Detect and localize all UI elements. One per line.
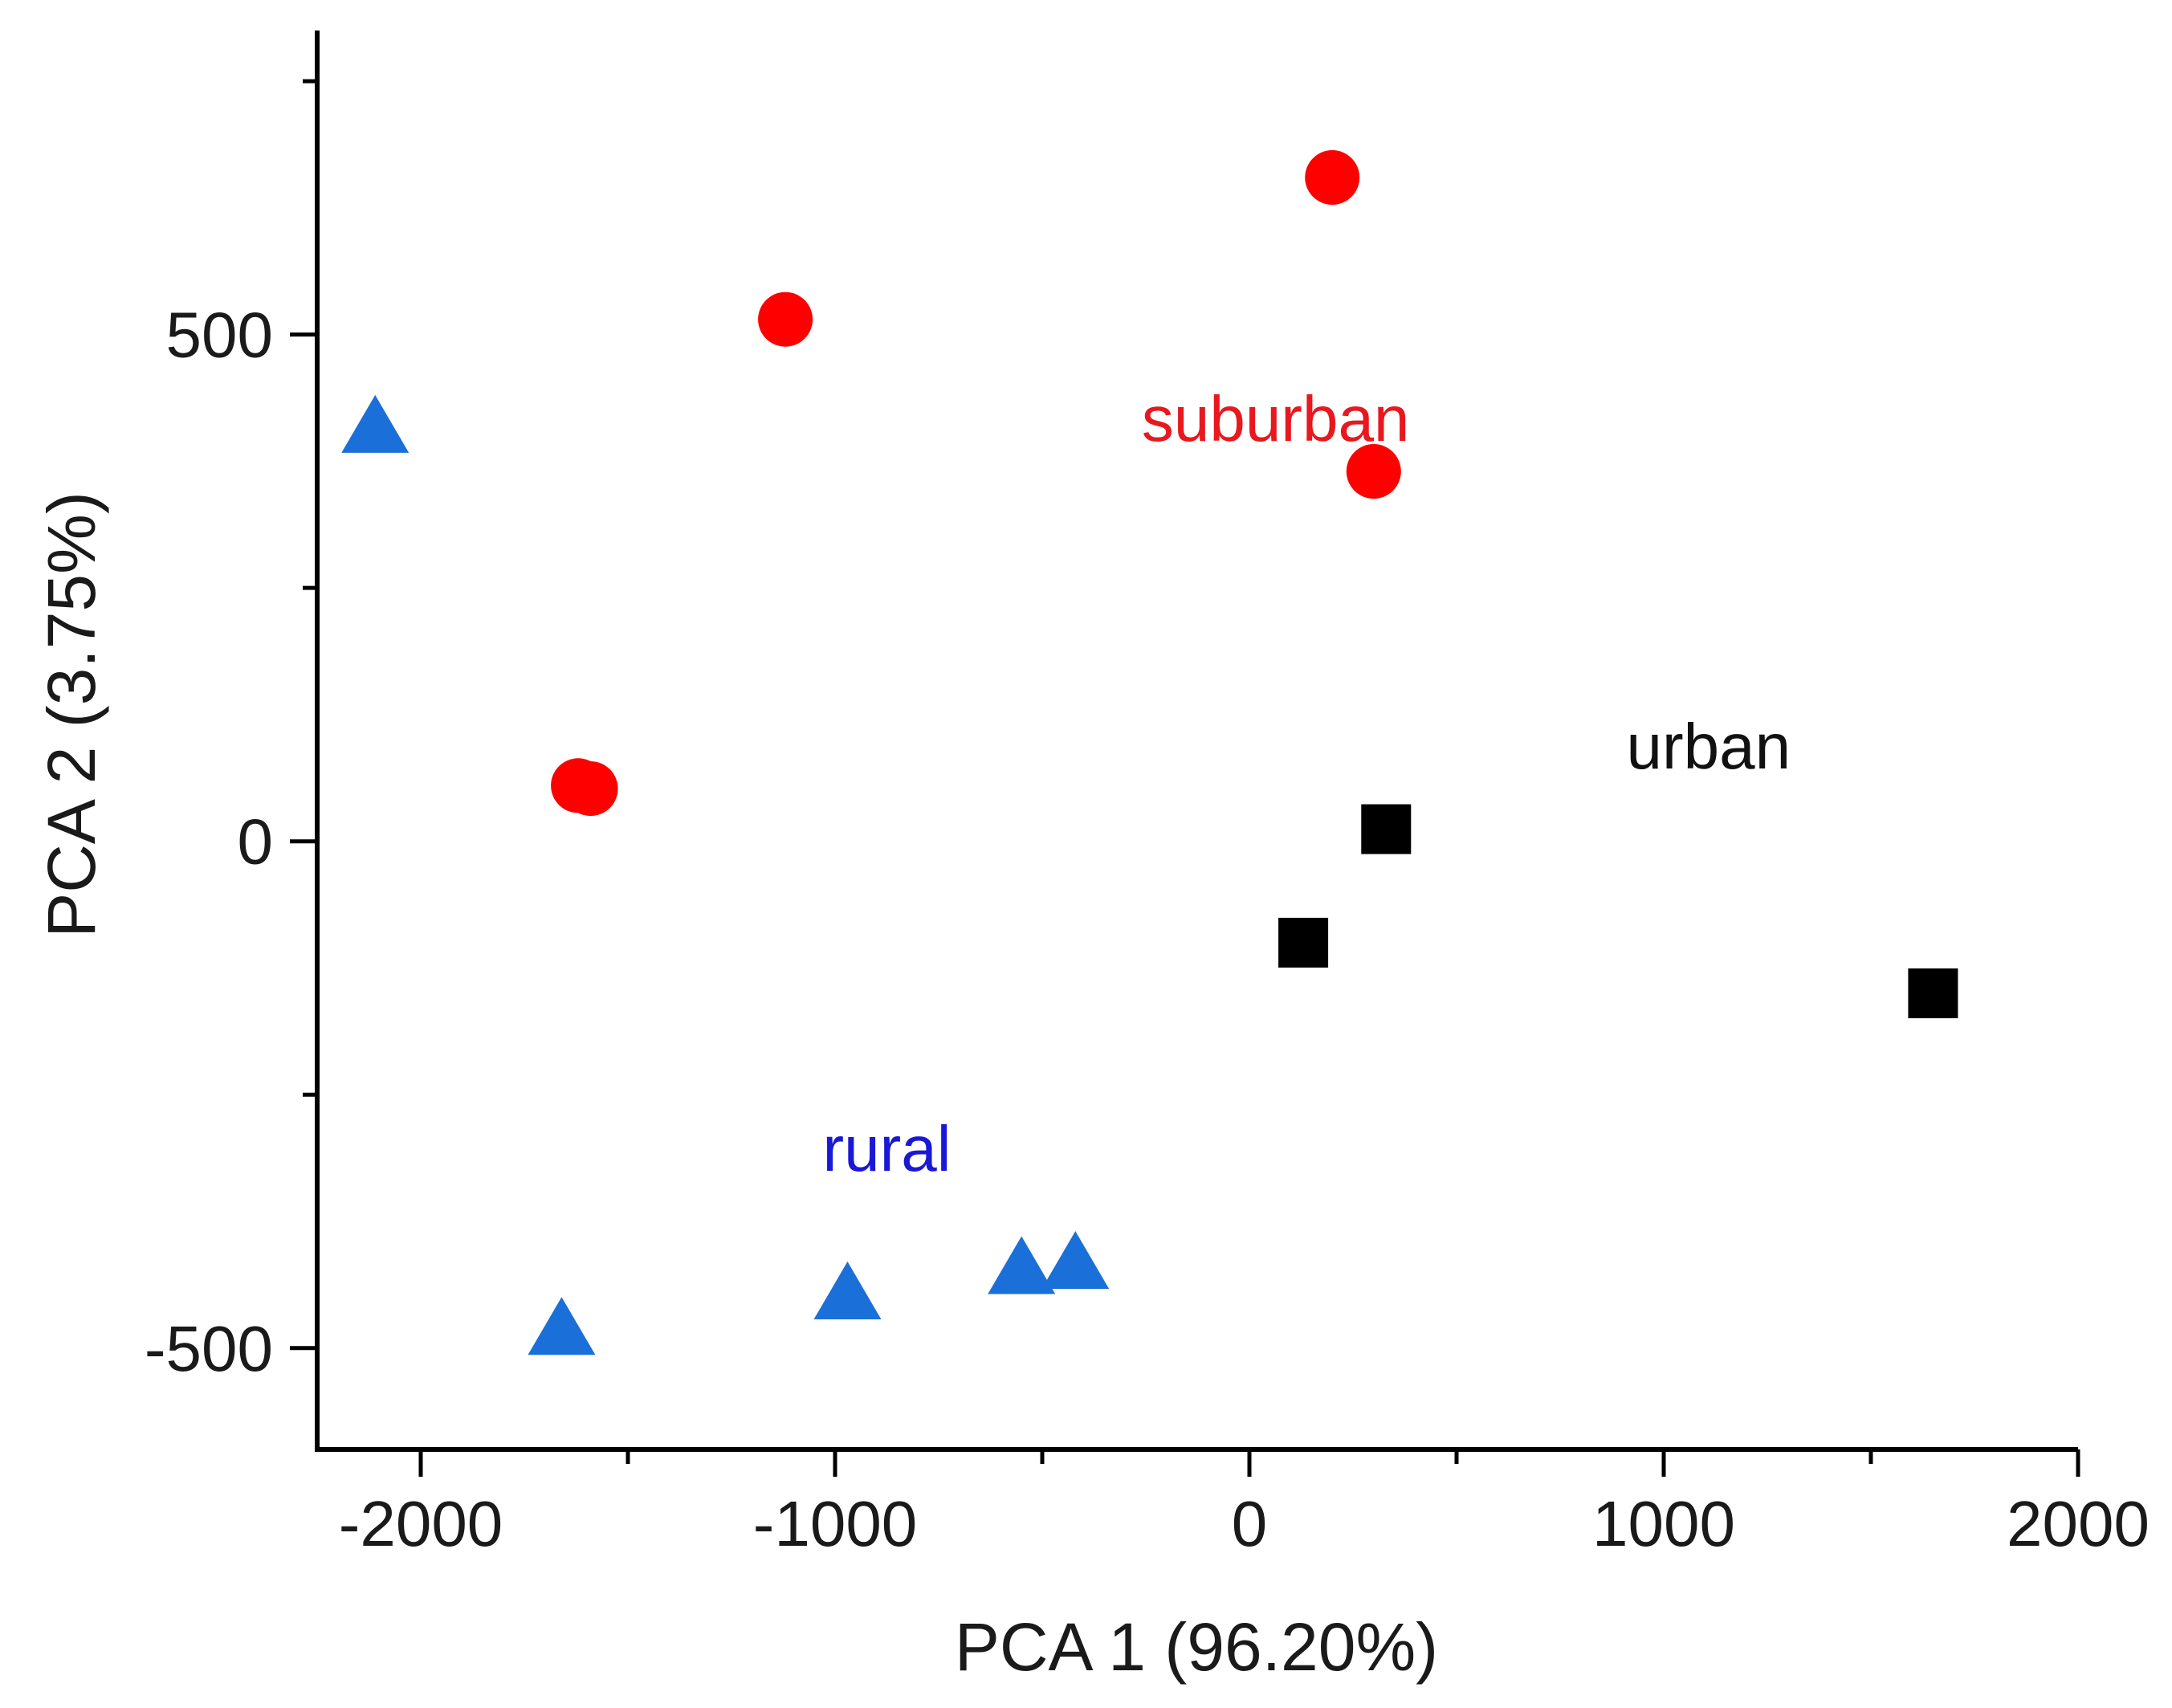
y-tick-label: 500 bbox=[166, 300, 273, 371]
data-points bbox=[341, 150, 1958, 1355]
suburban-point bbox=[758, 291, 813, 347]
x-tick-label: 0 bbox=[1232, 1488, 1268, 1559]
urban-point bbox=[1361, 804, 1412, 854]
x-tick-label: -1000 bbox=[753, 1488, 918, 1559]
x-tick-label: 2000 bbox=[2007, 1488, 2150, 1559]
urban-point bbox=[1278, 917, 1329, 968]
suburban-group-label: suburban bbox=[1142, 383, 1410, 455]
rural-point bbox=[813, 1262, 882, 1320]
suburban-point bbox=[563, 761, 618, 817]
series-urban bbox=[1278, 804, 1958, 1019]
group-labels: suburban urban rural bbox=[823, 383, 1791, 1184]
y-tick-label: -500 bbox=[145, 1313, 273, 1384]
series-suburban bbox=[551, 150, 1401, 817]
y-axis-title: PCA 2 (3.75%) bbox=[34, 491, 109, 938]
rural-point bbox=[988, 1236, 1056, 1294]
series-rural bbox=[341, 394, 1110, 1355]
axes bbox=[315, 31, 2078, 1452]
y-tick-label: 0 bbox=[238, 806, 274, 878]
rural-point bbox=[528, 1297, 596, 1355]
urban-group-label: urban bbox=[1627, 711, 1791, 782]
x-axis-title: PCA 1 (96.20%) bbox=[955, 1609, 1438, 1685]
axis-tick-labels: -2000 -1000 0 1000 2000 -500 0 500 bbox=[145, 300, 2150, 1559]
x-tick-label: 1000 bbox=[1592, 1488, 1735, 1559]
rural-point bbox=[341, 394, 410, 453]
suburban-point bbox=[1305, 150, 1360, 206]
x-tick-label: -2000 bbox=[339, 1488, 503, 1559]
axis-ticks bbox=[290, 79, 2080, 1477]
rural-group-label: rural bbox=[823, 1113, 952, 1184]
suburban-point bbox=[1346, 444, 1401, 499]
urban-point bbox=[1908, 968, 1958, 1019]
rural-point bbox=[1041, 1231, 1110, 1290]
